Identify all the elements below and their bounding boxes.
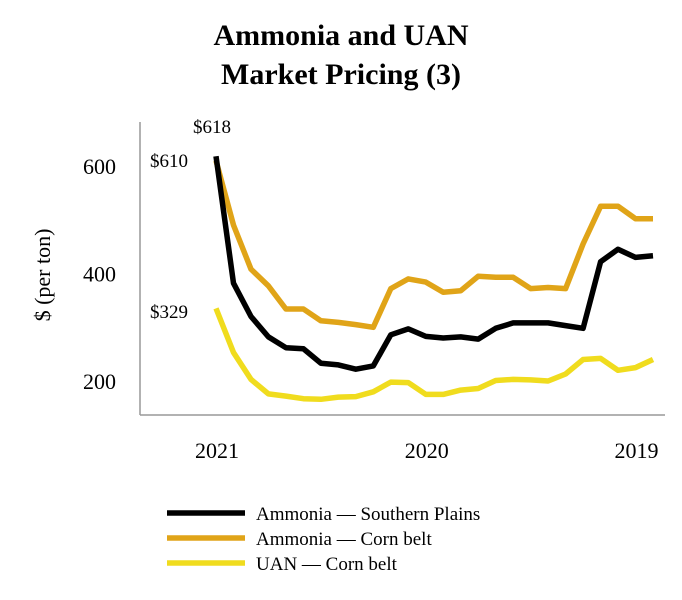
legend-label: Ammonia — Corn belt (256, 529, 432, 550)
x-tick-label: 2021 (195, 438, 239, 463)
chart-title-line2: Market Pricing (3) (221, 58, 461, 91)
y-ticks: 200 400 600 (83, 154, 116, 394)
start-value-label: $618 (193, 117, 231, 138)
y-tick-label: 200 (83, 369, 116, 394)
y-tick-label: 400 (83, 262, 116, 287)
x-tick-label: 2019 (615, 438, 659, 463)
y-axis-label: $ (per ton) (30, 229, 55, 322)
x-ticks: 2021 2020 2019 (195, 438, 659, 463)
series-line-2 (213, 307, 655, 403)
legend: Ammonia — Southern Plains Ammonia — Corn … (167, 504, 480, 575)
legend-label: Ammonia — Southern Plains (256, 504, 480, 525)
x-tick-label: 2020 (405, 438, 449, 463)
series-line-1 (213, 159, 653, 331)
annotations: $618$610 $329 (150, 117, 231, 323)
y-tick-label: 600 (83, 154, 116, 179)
series-lines (213, 155, 655, 403)
start-value-label: $329 (150, 302, 188, 323)
start-value-label: $610 (150, 151, 188, 172)
chart-title-line1: Ammonia and UAN (213, 19, 468, 52)
series-line-0 (213, 155, 654, 372)
legend-label: UAN — Corn belt (256, 554, 398, 575)
